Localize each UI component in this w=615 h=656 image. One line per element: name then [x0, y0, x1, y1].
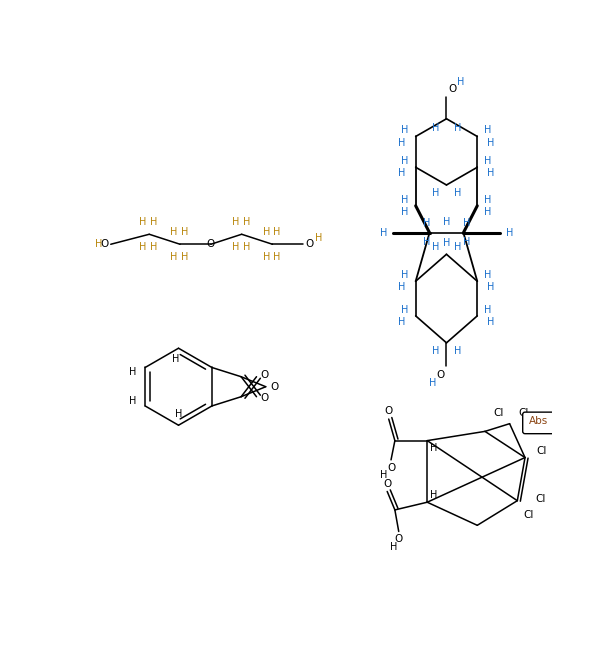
Text: H: H [432, 123, 439, 133]
Text: H: H [432, 241, 439, 252]
Text: H: H [432, 346, 439, 356]
Text: H: H [432, 188, 439, 197]
Text: H: H [181, 227, 188, 237]
Text: Cl: Cl [535, 494, 546, 504]
Text: O: O [260, 393, 268, 403]
Text: O: O [260, 370, 268, 380]
Text: H: H [454, 188, 461, 197]
Text: H: H [506, 228, 514, 237]
Text: Cl: Cl [493, 408, 503, 418]
Text: H: H [398, 169, 405, 178]
Text: O: O [436, 370, 445, 380]
Text: H: H [443, 217, 450, 227]
Text: H: H [379, 228, 387, 237]
Text: H: H [423, 218, 430, 228]
Text: O: O [384, 406, 393, 417]
Text: H: H [232, 241, 239, 252]
Text: H: H [175, 409, 182, 419]
Text: H: H [95, 239, 102, 249]
Text: H: H [140, 241, 147, 252]
Text: H: H [242, 217, 250, 227]
Text: H: H [129, 396, 137, 406]
Text: H: H [170, 227, 178, 237]
Text: H: H [263, 252, 270, 262]
Text: O: O [271, 382, 279, 392]
Text: H: H [485, 270, 492, 280]
Text: H: H [423, 237, 430, 247]
Text: O: O [305, 239, 314, 249]
Text: Cl: Cl [523, 510, 533, 520]
Text: O: O [387, 463, 395, 474]
Text: H: H [401, 305, 408, 315]
Text: Abs: Abs [530, 416, 549, 426]
Text: H: H [129, 367, 137, 377]
Text: H: H [390, 542, 397, 552]
Text: H: H [140, 217, 147, 227]
Text: H: H [463, 237, 470, 247]
Text: H: H [150, 241, 157, 252]
Text: H: H [150, 217, 157, 227]
Text: H: H [488, 282, 495, 293]
Text: H: H [232, 217, 239, 227]
Text: Cl: Cl [537, 446, 547, 457]
FancyBboxPatch shape [523, 412, 555, 434]
Text: H: H [170, 252, 178, 262]
Text: H: H [443, 239, 450, 249]
Text: H: H [454, 123, 461, 133]
Text: H: H [381, 470, 388, 480]
Text: H: H [485, 207, 492, 217]
Text: H: H [401, 125, 408, 135]
Text: H: H [398, 138, 405, 148]
Text: H: H [274, 252, 281, 262]
Text: H: H [488, 317, 495, 327]
Text: H: H [430, 489, 437, 499]
Text: H: H [242, 241, 250, 252]
Text: H: H [488, 138, 495, 148]
Text: H: H [398, 282, 405, 293]
Text: H: H [315, 233, 322, 243]
Text: H: H [401, 270, 408, 280]
Text: H: H [488, 169, 495, 178]
Text: H: H [463, 218, 470, 228]
Text: Cl: Cl [518, 408, 529, 418]
Text: H: H [181, 252, 188, 262]
Text: H: H [274, 227, 281, 237]
Text: O: O [395, 534, 403, 544]
Text: H: H [430, 443, 437, 453]
Text: H: H [485, 195, 492, 205]
Text: H: H [454, 241, 461, 252]
Text: H: H [485, 156, 492, 166]
Text: H: H [457, 77, 464, 87]
Text: H: H [485, 125, 492, 135]
Text: H: H [263, 227, 270, 237]
Text: H: H [485, 305, 492, 315]
Text: H: H [429, 378, 436, 388]
Text: H: H [172, 354, 179, 364]
Text: H: H [401, 207, 408, 217]
Text: H: H [401, 195, 408, 205]
Text: H: H [401, 156, 408, 166]
Text: O: O [448, 85, 457, 94]
Text: O: O [207, 239, 215, 249]
Text: O: O [100, 239, 109, 249]
Text: H: H [398, 317, 405, 327]
Text: H: H [454, 346, 461, 356]
Text: O: O [383, 479, 391, 489]
